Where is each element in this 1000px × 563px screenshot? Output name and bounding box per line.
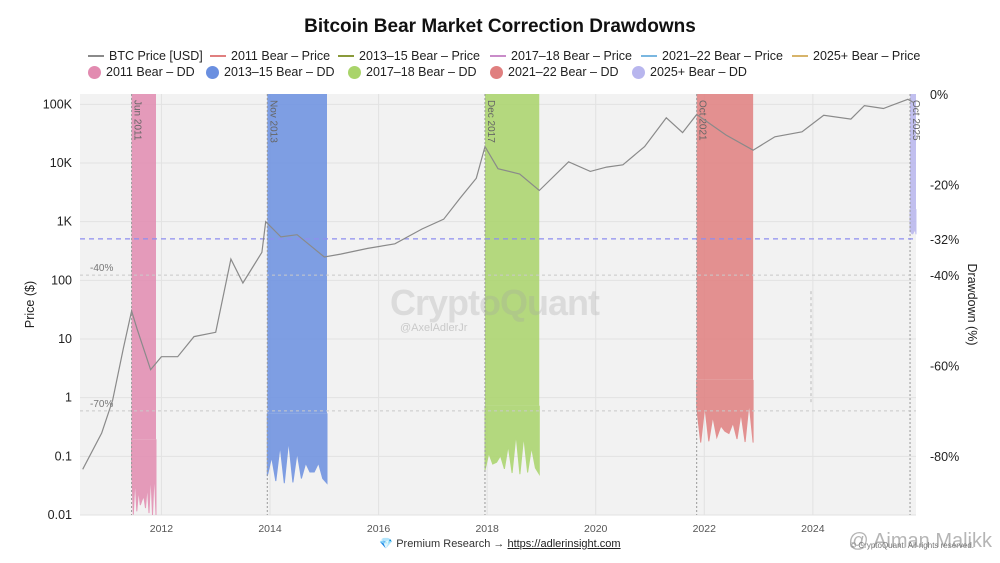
legend-item[interactable]: 2017–18 Bear – DD [348,65,477,79]
footer-link[interactable]: https://adlerinsight.com [507,538,621,550]
y-left-tick-label: 0.1 [55,449,72,463]
legend-item[interactable]: 2011 Bear – DD [88,65,195,79]
reference-label: -40% [90,263,113,274]
legend-item[interactable]: 2021–22 Bear – DD [490,65,619,79]
credit-watermark: @ Aiman Malikk [848,530,992,552]
footer: 💎 Premium Research → https://adlerinsigh… [0,537,1000,550]
bear-drawdown-trace [131,439,157,516]
legend-label: 2017–18 Bear – Price [511,49,632,63]
legend-swatch [348,65,361,79]
legend-item[interactable]: 2017–18 Bear – Price [490,49,632,63]
x-tick-label: 2020 [584,523,608,535]
bear-start-label: Oct 2021 [697,100,708,141]
legend-label: 2025+ Bear – Price [813,49,921,63]
y-right-axis-title: Drawdown (%) [965,264,979,346]
y-right-tick-label: -40% [930,269,959,283]
legend-swatch [210,55,226,57]
bear-drawdown-trace [266,413,328,485]
watermark-logo: CryptoQuant [390,282,600,323]
copyright: © CryptoQuant. All rights reserved. [850,541,974,550]
legend-label: 2025+ Bear – DD [650,65,747,79]
y-right-tick-label: -32% [930,233,959,247]
legend-swatch [641,55,657,57]
diamond-icon: 💎 [379,538,394,550]
x-tick-label: 2014 [258,523,282,535]
x-tick-label: 2022 [693,523,717,535]
y-left-tick-label: 100K [43,97,73,111]
legend-swatch [490,65,503,79]
y-left-axis-title: Price ($) [23,281,37,328]
legend-label: 2017–18 Bear – DD [366,65,477,79]
legend-swatch [632,65,645,79]
legend-item[interactable]: 2021–22 Bear – Price [641,49,783,63]
legend-swatch [88,65,101,79]
y-left-tick-label: 1 [65,391,72,405]
legend-label: 2021–22 Bear – Price [662,49,783,63]
y-left-tick-label: 10 [58,332,72,346]
bear-drawdown-trace [909,209,917,235]
legend-item[interactable]: 2025+ Bear – DD [632,65,747,79]
bear-region [696,94,754,380]
legend-label: 2011 Bear – DD [106,65,195,79]
bear-region [267,94,327,414]
legend-item[interactable]: 2013–15 Bear – DD [206,65,335,79]
x-tick-label: 2018 [475,523,499,535]
y-right-tick-label: -60% [930,360,959,374]
legend-swatch [792,55,808,57]
legend-label: 2011 Bear – Price [231,49,331,63]
legend-item[interactable]: BTC Price [USD] [88,49,203,63]
legend-dd-row: 2011 Bear – DD 2013–15 Bear – DD 2017–18… [0,65,1000,81]
chart-title: Bitcoin Bear Market Correction Drawdowns [304,16,696,37]
legend-label: 2013–15 Bear – Price [359,49,480,63]
legend-price-row: BTC Price [USD] 2011 Bear – Price 2013–1… [0,49,1000,65]
y-left-tick-label: 1K [57,215,73,229]
bear-drawdown-trace [484,405,540,477]
bear-start-label: Oct 2025 [910,100,921,141]
bear-start-label: Nov 2013 [267,100,278,143]
footer-text: Premium Research → [396,538,505,550]
legend-swatch [338,55,354,57]
watermark-handle: @AxelAdlerJr [400,322,468,334]
legend-item[interactable]: 2011 Bear – Price [210,49,330,63]
x-tick-label: 2024 [801,523,825,535]
y-left-tick-label: 0.01 [48,508,72,522]
x-tick-label: 2016 [367,523,391,535]
y-right-tick-label: -20% [930,179,959,193]
legend-item[interactable]: 2025+ Bear – Price [792,49,920,63]
legend-swatch [206,65,219,79]
legend-item[interactable]: 2013–15 Bear – Price [338,49,480,63]
legend-label: 2013–15 Bear – DD [224,65,335,79]
reference-label: -70% [90,399,113,410]
legend-label: 2021–22 Bear – DD [508,65,619,79]
bear-region [131,94,156,440]
bear-region [910,94,916,210]
legend-label: BTC Price [USD] [109,49,203,63]
y-left-tick-label: 100 [51,273,72,287]
legend-swatch [490,55,506,57]
bear-start-label: Jun 2011 [132,100,143,141]
x-tick-label: 2012 [150,523,174,535]
y-right-tick-label: -80% [930,450,959,464]
y-right-tick-label: 0% [930,88,948,102]
btc-price-line [82,98,914,470]
bear-start-label: Dec 2017 [485,100,496,143]
y-left-tick-label: 10K [50,156,73,170]
bear-region [484,94,540,406]
legend-swatch [88,55,104,57]
